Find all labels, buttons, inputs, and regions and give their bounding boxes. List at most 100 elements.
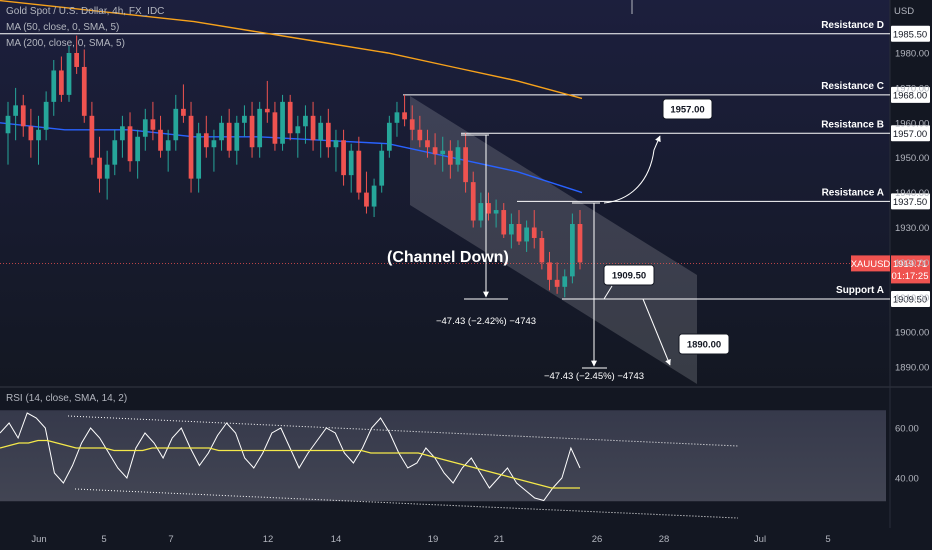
rsi-tick-label: 60.00 bbox=[895, 424, 919, 435]
candle-body[interactable] bbox=[447, 150, 453, 165]
candle-body[interactable] bbox=[112, 140, 118, 165]
candlestick-series[interactable] bbox=[5, 35, 583, 298]
target-up-callout-box[interactable] bbox=[662, 98, 713, 120]
candle-body[interactable] bbox=[219, 122, 224, 141]
candle-body[interactable] bbox=[43, 101, 49, 130]
candle-body[interactable] bbox=[13, 105, 18, 116]
candle-body[interactable] bbox=[310, 115, 316, 141]
candle-body[interactable] bbox=[417, 129, 423, 141]
candle-body[interactable] bbox=[66, 53, 72, 95]
candle-body[interactable] bbox=[181, 108, 186, 116]
candle-body[interactable] bbox=[516, 224, 522, 242]
candle-body[interactable] bbox=[341, 140, 346, 176]
time-axis[interactable]: Jun 5 7 12 14 19 21 26 28 Jul 5 bbox=[31, 534, 830, 545]
candle-body[interactable] bbox=[51, 70, 57, 102]
candle-body[interactable] bbox=[211, 140, 217, 148]
candle-body[interactable] bbox=[36, 129, 41, 141]
candle-body[interactable] bbox=[463, 147, 468, 183]
candle-body[interactable] bbox=[570, 224, 575, 277]
candle-body[interactable] bbox=[196, 133, 202, 179]
candle-body[interactable] bbox=[402, 112, 407, 120]
candle-body[interactable] bbox=[150, 119, 156, 130]
candle-body[interactable] bbox=[455, 147, 461, 165]
ma50-legend[interactable]: MA (50, close, 0, SMA, 5) bbox=[6, 22, 119, 33]
candle-body[interactable] bbox=[386, 122, 392, 151]
candle-body[interactable] bbox=[104, 164, 110, 179]
candle-body[interactable] bbox=[97, 157, 102, 179]
candle-body[interactable] bbox=[371, 185, 377, 207]
rsi-line[interactable] bbox=[0, 412, 581, 502]
candle-body[interactable] bbox=[188, 115, 194, 179]
channel-down[interactable] bbox=[410, 96, 697, 384]
candle-body[interactable] bbox=[81, 66, 87, 116]
bullish-projection[interactable] bbox=[603, 135, 661, 204]
candle-body[interactable] bbox=[303, 115, 308, 127]
candle-body[interactable] bbox=[562, 276, 568, 287]
candle-body[interactable] bbox=[226, 122, 232, 151]
candle-body[interactable] bbox=[20, 105, 26, 127]
candle-body[interactable] bbox=[501, 210, 507, 235]
candle-body[interactable] bbox=[409, 119, 415, 130]
candle-body[interactable] bbox=[74, 53, 80, 67]
candle-body[interactable] bbox=[318, 122, 324, 141]
candle-body[interactable] bbox=[470, 182, 476, 221]
target-mid-callout-box[interactable] bbox=[603, 264, 655, 286]
ma200-path[interactable] bbox=[0, 0, 583, 100]
candle-body[interactable] bbox=[325, 122, 331, 148]
candle-body[interactable] bbox=[295, 126, 301, 134]
candle-body[interactable] bbox=[264, 108, 270, 113]
ma50-path[interactable] bbox=[0, 122, 583, 194]
candle-body[interactable] bbox=[524, 227, 529, 242]
candle-body[interactable] bbox=[425, 140, 430, 148]
candle-body[interactable] bbox=[120, 126, 125, 141]
candle-body[interactable] bbox=[356, 150, 362, 193]
rsi-upper-trendline[interactable] bbox=[67, 415, 739, 447]
candle-body[interactable] bbox=[142, 119, 148, 137]
candle-body[interactable] bbox=[165, 140, 171, 151]
rsi-legend[interactable]: RSI (14, close, SMA, 14, 2) bbox=[6, 393, 127, 404]
channel-band[interactable] bbox=[410, 96, 697, 384]
rsi-indicator[interactable] bbox=[0, 410, 886, 519]
candle-body[interactable] bbox=[478, 203, 484, 221]
candle-body[interactable] bbox=[242, 115, 247, 123]
candle-body[interactable] bbox=[577, 224, 583, 263]
candle-body[interactable] bbox=[135, 136, 141, 162]
candle-body[interactable] bbox=[257, 108, 263, 148]
candle-body[interactable] bbox=[280, 101, 285, 144]
candle-body[interactable] bbox=[432, 147, 438, 155]
candle-body[interactable] bbox=[127, 126, 133, 162]
candle-body[interactable] bbox=[539, 237, 545, 263]
candle-body[interactable] bbox=[89, 115, 95, 158]
candle-body[interactable] bbox=[5, 115, 11, 134]
candle-body[interactable] bbox=[249, 115, 255, 148]
ma50-line[interactable] bbox=[0, 122, 583, 194]
candle-body[interactable] bbox=[287, 101, 293, 134]
ma200-legend[interactable]: MA (200, close, 0, SMA, 5) bbox=[6, 38, 125, 49]
price-axis[interactable]: 1890.00 1900.00 1910.00 1920.00 1930.00 1940.… bbox=[895, 49, 929, 485]
candle-body[interactable] bbox=[493, 210, 499, 214]
candle-body[interactable] bbox=[440, 150, 446, 155]
target-down-callout-box[interactable] bbox=[678, 333, 730, 355]
candle-body[interactable] bbox=[272, 112, 278, 144]
candle-body[interactable] bbox=[531, 227, 537, 238]
candle-body[interactable] bbox=[203, 133, 209, 148]
candle-body[interactable] bbox=[554, 279, 560, 287]
candle-body[interactable] bbox=[234, 122, 240, 151]
candle-body[interactable] bbox=[28, 126, 34, 141]
candle-body[interactable] bbox=[379, 150, 385, 186]
candle-body[interactable] bbox=[333, 140, 339, 148]
candle-body[interactable] bbox=[547, 262, 552, 280]
candle-body[interactable] bbox=[348, 150, 354, 176]
rsi-ma-line[interactable] bbox=[0, 439, 580, 489]
candle-body[interactable] bbox=[508, 224, 514, 235]
candle-body[interactable] bbox=[486, 203, 491, 214]
candle-body[interactable] bbox=[173, 108, 179, 141]
candle-body[interactable] bbox=[394, 112, 400, 123]
candle-body[interactable] bbox=[364, 192, 369, 207]
candle-body[interactable] bbox=[59, 70, 64, 95]
candle-body[interactable] bbox=[158, 129, 163, 151]
bearish-projection[interactable] bbox=[642, 298, 671, 366]
ma200-line[interactable] bbox=[0, 0, 583, 100]
